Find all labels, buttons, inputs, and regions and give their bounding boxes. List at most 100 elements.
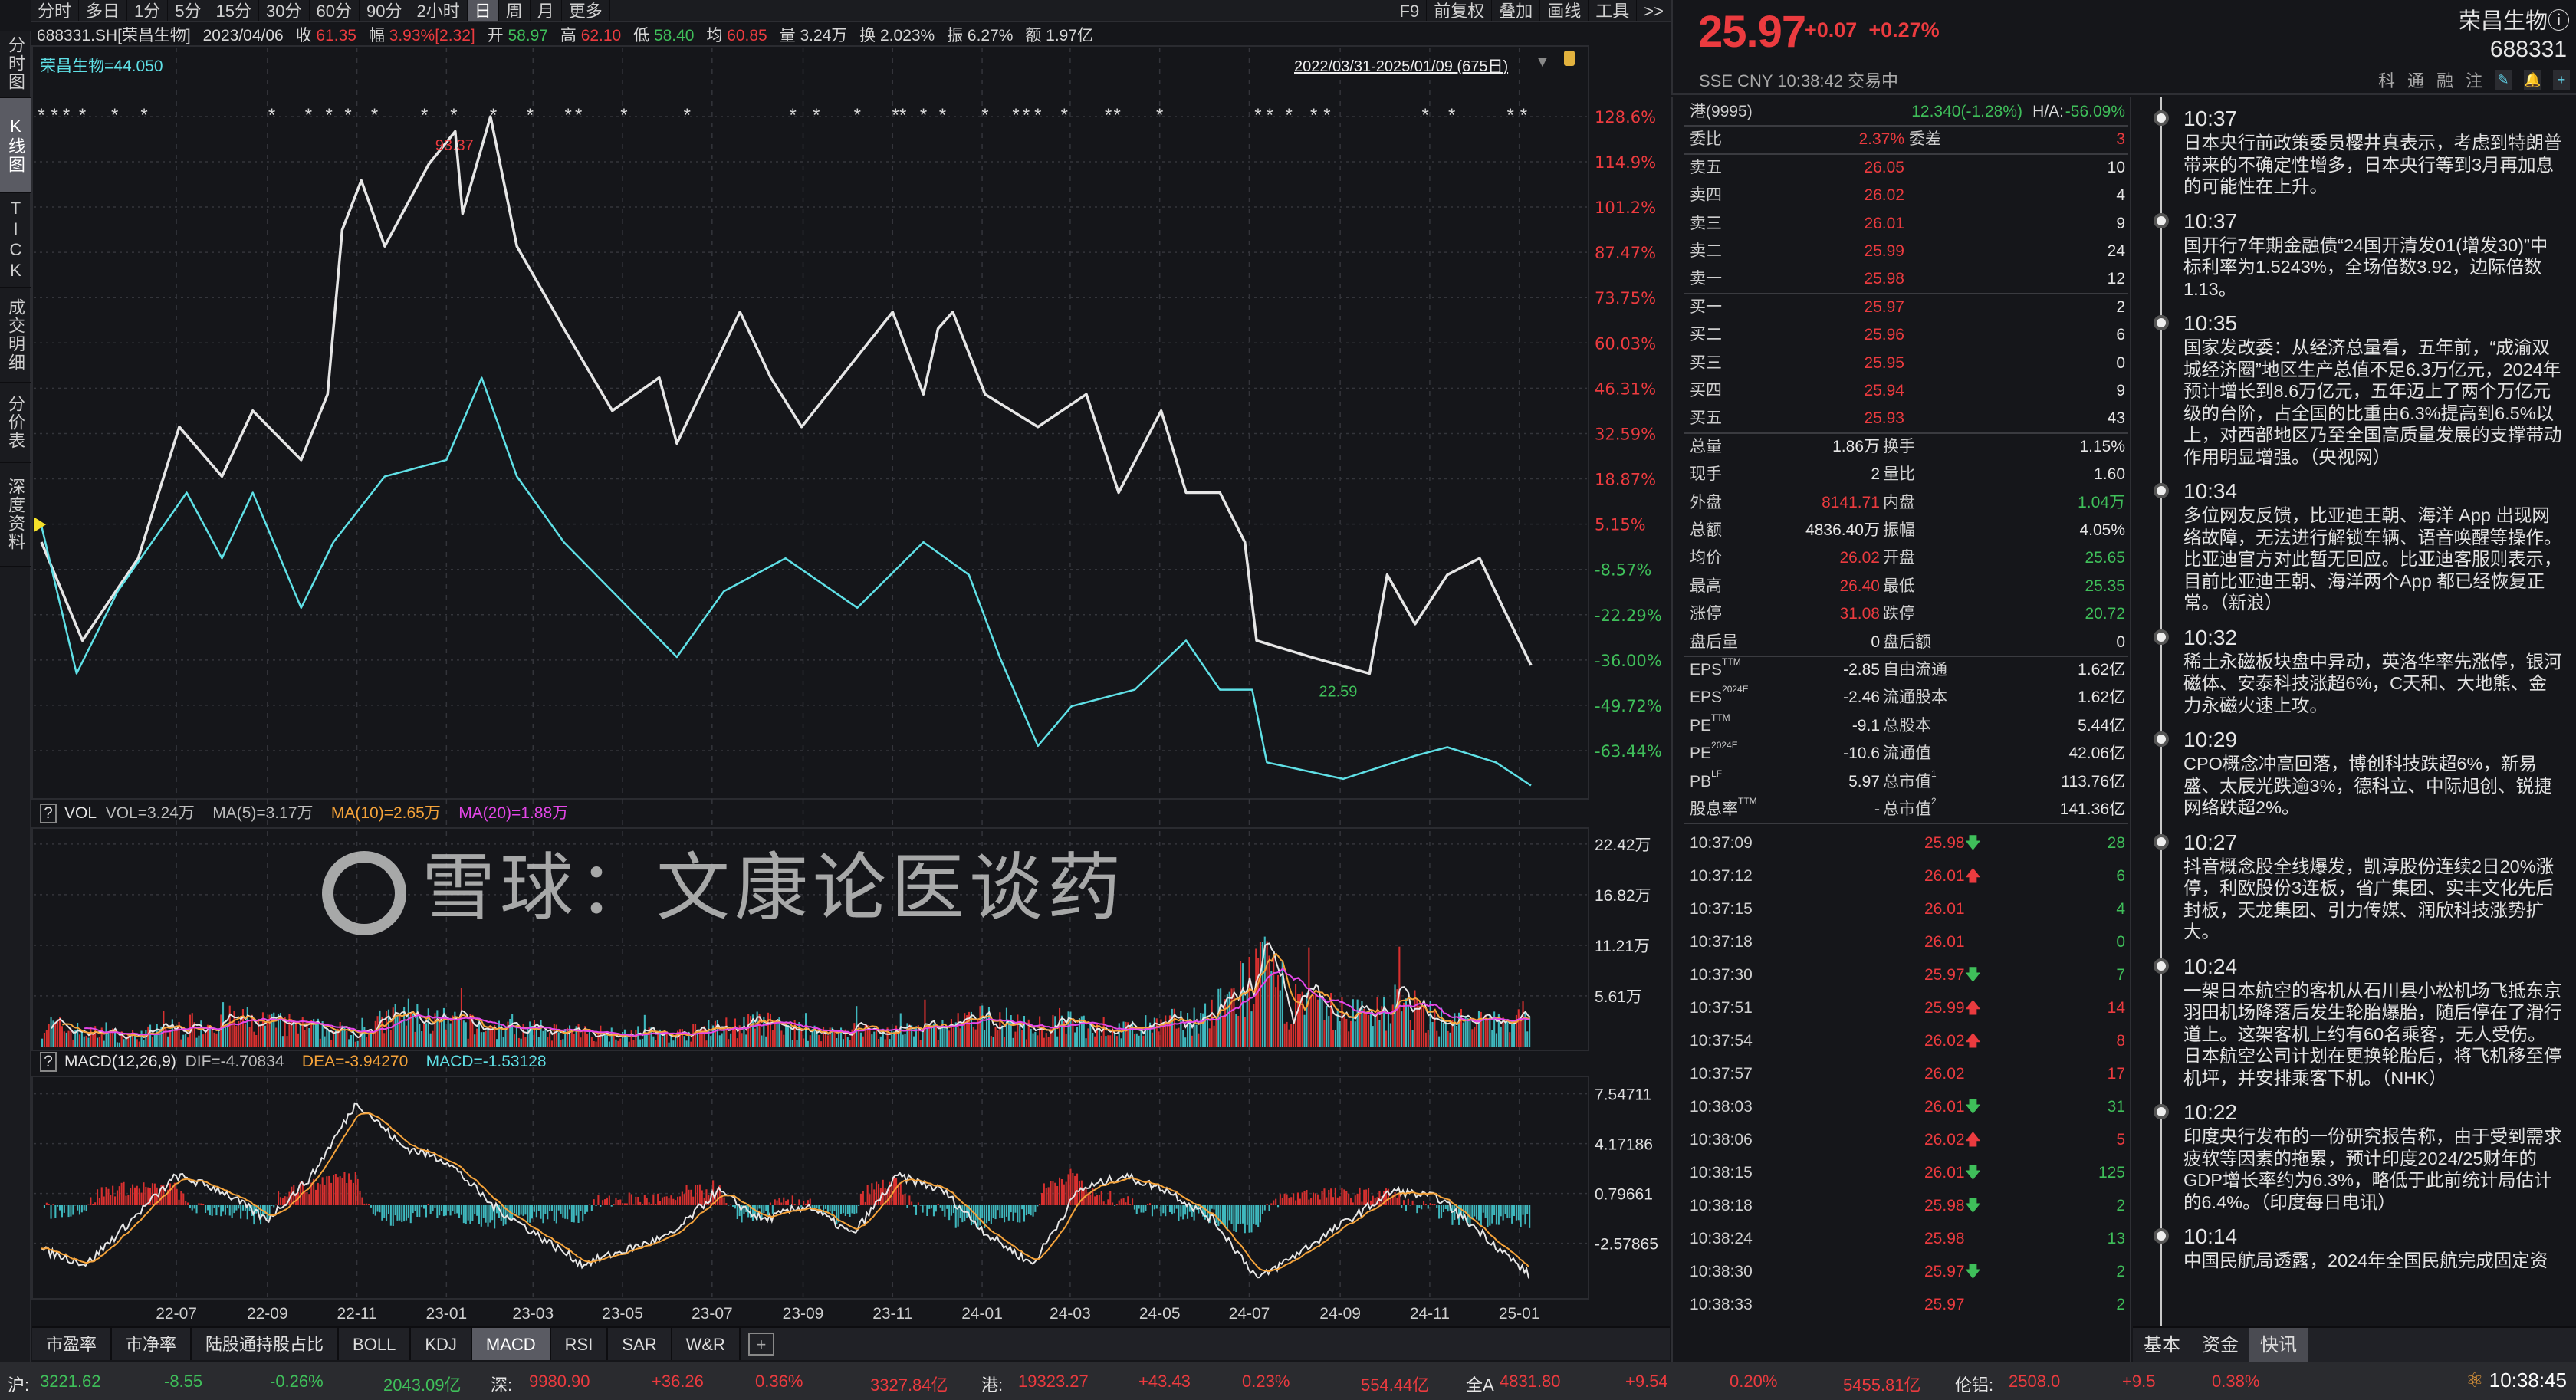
help-button[interactable]: ?	[40, 1052, 57, 1072]
macd-histogram-bar	[1211, 1205, 1213, 1209]
tool-button[interactable]: F9	[1393, 0, 1428, 21]
sidebar-tab[interactable]: 深度资料	[0, 463, 31, 567]
event-marker: *	[450, 105, 457, 126]
period-tab[interactable]: 周	[499, 0, 531, 21]
bell-icon[interactable]: 🔔	[2524, 70, 2541, 90]
indicator-tab[interactable]: RSI	[551, 1328, 609, 1360]
tool-button[interactable]: >>	[1637, 0, 1671, 21]
news-item[interactable]: 10:27 抖音概念股全线爆发，凯淳股份连续2日20%涨停，利欧股份3连板，省广集…	[2133, 830, 2570, 943]
bid-level[interactable]: 买一 25.97 2	[1673, 294, 2130, 321]
market-label[interactable]: 深:	[491, 1375, 513, 1395]
ask-level[interactable]: 卖二 25.99 24	[1673, 238, 2130, 265]
indicator-tab[interactable]: W&R	[672, 1328, 741, 1360]
bid-level[interactable]: 买四 25.94 9	[1673, 377, 2130, 405]
news-item[interactable]: 10:37 日本央行前政策委员樱井真表示，考虑到特朗普带来的不确定性增多，日本央行…	[2133, 106, 2570, 198]
indicator-tab[interactable]: SAR	[608, 1328, 672, 1360]
period-tab[interactable]: 15分	[209, 0, 260, 21]
pencil-icon[interactable]: ✎	[2495, 70, 2512, 90]
news-item[interactable]: 10:37 国开行7年期金融债“24国开清发01(增发30)”中标利率为1.524…	[2133, 209, 2570, 301]
period-tab[interactable]: 日	[467, 0, 499, 21]
news-tab[interactable]: 基本	[2144, 1335, 2180, 1356]
bid-level[interactable]: 买三 25.95 0	[1673, 350, 2130, 377]
tool-button[interactable]: 工具	[1589, 0, 1638, 21]
indicator-tab[interactable]: 陆股通持股占比	[192, 1328, 340, 1360]
volume-bar	[374, 1020, 376, 1047]
period-tab[interactable]: 2小时	[409, 0, 468, 21]
news-item[interactable]: 10:14 中国民航局透露，2024年全国民航完成固定资	[2133, 1224, 2570, 1272]
timeline-dot-icon	[2154, 1228, 2169, 1244]
clock: ⚛ 10:38:45	[2466, 1369, 2567, 1392]
quote-row: 涨停 31.08 跌停 20.72	[1673, 600, 2130, 628]
period-tab[interactable]: 90分	[360, 0, 410, 21]
news-item[interactable]: 10:29 CPO概念冲高回落，博创科技跌超6%，新易盛、太辰光跌逾3%，德科立、…	[2133, 727, 2570, 819]
sidebar-tab[interactable]: TICK	[0, 193, 31, 288]
tick-volume: 8	[2116, 1032, 2125, 1050]
period-tab[interactable]: 1分	[127, 0, 169, 21]
tool-button[interactable]: 前复权	[1427, 0, 1493, 21]
period-tab[interactable]: 更多	[562, 0, 610, 21]
macd-histogram-bar	[1127, 1196, 1129, 1205]
stock-name[interactable]: 荣昌生物ⓘ	[2458, 9, 2570, 34]
y-tick-label: -36.00%	[1595, 652, 1662, 670]
macd-histogram-bar	[330, 1182, 333, 1205]
indicator-tab[interactable]: 市净率	[112, 1328, 192, 1360]
period-tab[interactable]: 5分	[168, 0, 209, 21]
macd-histogram-bar	[1202, 1205, 1204, 1217]
ask-level[interactable]: 卖五 26.05 10	[1673, 154, 2130, 182]
news-tab[interactable]: 资金	[2202, 1335, 2239, 1356]
period-tab[interactable]: 分时	[31, 0, 80, 21]
add-indicator-button[interactable]: +	[748, 1333, 774, 1356]
indicator-tab[interactable]: 市盈率	[32, 1328, 113, 1360]
volume-bar	[1484, 1014, 1487, 1047]
macd-histogram-bar	[1378, 1191, 1381, 1205]
volume-bar	[255, 1035, 258, 1047]
plus-icon[interactable]: +	[2553, 70, 2570, 90]
ask-level[interactable]: 卖四 26.02 4	[1673, 182, 2130, 209]
sidebar-tab[interactable]: 成交明细	[0, 288, 31, 383]
volume-bar	[557, 1032, 560, 1047]
bid-level[interactable]: 买五 25.93 43	[1673, 405, 2130, 432]
market-label[interactable]: 港:	[981, 1375, 1004, 1395]
help-button[interactable]: ?	[40, 804, 57, 823]
indicator-tab[interactable]: MACD	[472, 1328, 551, 1360]
period-tab[interactable]: 月	[531, 0, 562, 21]
date-range-selector[interactable]: 2022/03/31-2025/01/09 (675日)	[1294, 58, 1509, 75]
bid-level[interactable]: 买二 25.96 6	[1673, 321, 2130, 349]
tool-button[interactable]: 叠加	[1492, 0, 1541, 21]
stat-value: 25.35	[2085, 577, 2125, 595]
news-item[interactable]: 10:22 印度央行发布的一份研究报告称，由于受到需求疲软等因素的拖累，预计印度2…	[2133, 1099, 2570, 1213]
market-label[interactable]: 伦铝:	[1955, 1375, 1994, 1395]
volume-bar	[730, 1033, 732, 1047]
kline-chart[interactable]: 22-07 22-09 22-11 23-01 23-03 23-05 23-07 23-09…	[0, 0, 1671, 1326]
news-item[interactable]: 10:35 国家发改委：从经济总量看，五年前，“成渝双城经济圈”地区生产总值不足6…	[2133, 311, 2570, 468]
macd-histogram-bar	[359, 1190, 361, 1205]
lock-icon[interactable]	[1564, 51, 1575, 66]
news-item[interactable]: 10:32 稀土永磁板块盘中异动，英洛华率先涨停，银河磁体、安泰科技涨超6%，C天…	[2133, 625, 2570, 717]
macd-histogram-bar	[474, 1205, 476, 1214]
tool-button[interactable]: 画线	[1540, 0, 1589, 21]
news-feed[interactable]: 10:37 日本央行前政策委员樱井真表示，考虑到特朗普带来的不确定性增多，日本央行…	[2133, 97, 2576, 1326]
volume-bar	[1424, 1032, 1427, 1047]
indicator-tab[interactable]: KDJ	[411, 1328, 472, 1360]
news-text: 日本央行前政策委员樱井真表示，考虑到特朗普带来的不确定性增多，日本央行等到3月再…	[2183, 133, 2562, 196]
market-label[interactable]: 全A	[1466, 1375, 1494, 1395]
news-item[interactable]: 10:34 多位网友反馈，比亚迪王朝、海洋 App 出现网络故障，无法进行解锁车辆…	[2133, 478, 2570, 614]
sidebar-tab[interactable]: 分价表	[0, 383, 31, 463]
macd-histogram-bar	[909, 1195, 911, 1205]
news-item[interactable]: 10:24 一架日本航空的客机从石川县小松机场飞抵东京羽田机场降落后发生轮胎爆胎，…	[2133, 954, 2570, 1089]
macd-histogram-bar	[615, 1198, 617, 1205]
ask-level[interactable]: 卖一 25.98 12	[1673, 265, 2130, 293]
ask-level[interactable]: 卖三 26.01 9	[1673, 210, 2130, 238]
tick-time: 10:37:30	[1690, 966, 1753, 984]
tick-row: 10:38:03 26.01🡇 31	[1673, 1090, 2130, 1123]
dropdown-triangle-icon[interactable]: ▼	[1535, 54, 1550, 71]
sidebar-tab[interactable]: K线图	[0, 98, 31, 193]
period-tab[interactable]: 60分	[310, 0, 360, 21]
period-tab[interactable]: 30分	[259, 0, 310, 21]
market-label[interactable]: 沪:	[8, 1375, 30, 1395]
macd-histogram-bar	[1019, 1205, 1021, 1223]
period-tab[interactable]: 多日	[79, 0, 128, 21]
sidebar-tab[interactable]: 分时图	[0, 31, 31, 98]
news-tab[interactable]: 快讯	[2249, 1328, 2308, 1362]
indicator-tab[interactable]: BOLL	[339, 1328, 412, 1360]
